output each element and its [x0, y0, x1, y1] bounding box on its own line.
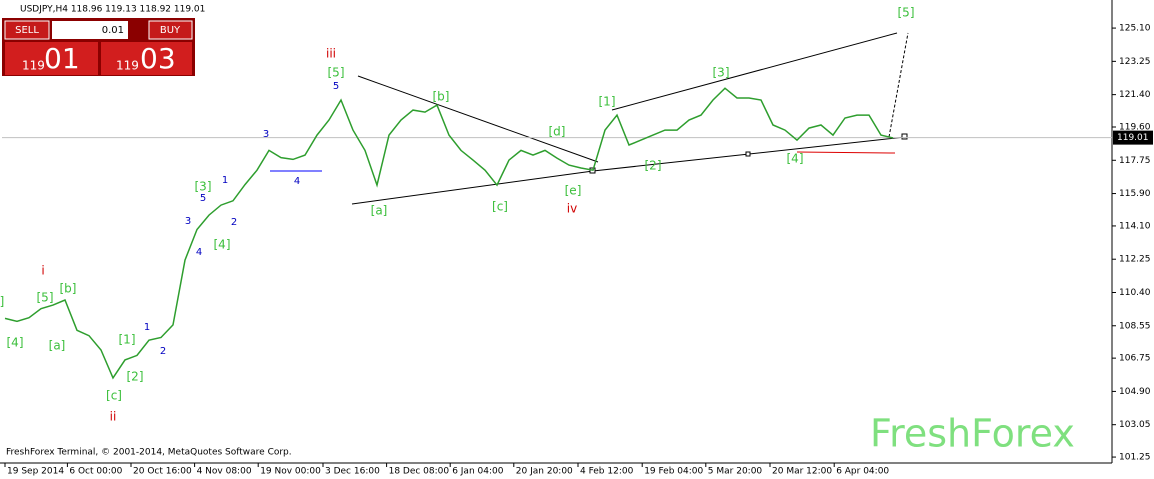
wave-label: [2]	[127, 370, 144, 384]
bid-box[interactable]	[5, 42, 98, 75]
y-tick-label: 114.10	[1119, 221, 1151, 231]
x-tick-label: 3 Dec 16:00	[325, 467, 380, 477]
y-tick-label: 106.75	[1119, 354, 1151, 364]
wave-label: [5]	[328, 66, 345, 80]
trend-lines	[270, 32, 909, 205]
x-tick-label: 6 Oct 00:00	[69, 467, 122, 477]
wave-label: 4	[196, 247, 202, 258]
header: USDJPY,H4 118.96 119.13 118.92 119.01	[20, 5, 205, 15]
y-tick-label: 125.10	[1119, 24, 1151, 34]
sell-label: SELL	[15, 25, 39, 36]
wave-label: [b]	[433, 90, 450, 104]
wave-label: ii	[110, 410, 117, 424]
y-tick-label: 121.40	[1119, 90, 1151, 100]
y-tick-label: 119.60	[1119, 123, 1151, 133]
bid-small: 01	[44, 42, 80, 75]
y-tick-label: 123.25	[1119, 57, 1151, 67]
x-tick-label: 6 Jan 04:00	[452, 467, 504, 477]
wave-label: 3	[263, 129, 269, 140]
wave-label: [a]	[371, 204, 388, 218]
lot-field[interactable]	[52, 21, 128, 39]
footer: FreshForex Terminal, © 2001-2014, MetaQu…	[6, 448, 292, 458]
wave-label: [1]	[119, 333, 136, 347]
price-line	[4, 87, 894, 380]
wave-label: [5]	[898, 6, 915, 20]
trend-line	[351, 170, 594, 205]
x-tick-label: 19 Feb 04:00	[644, 467, 703, 477]
wave-label: [2]	[645, 159, 662, 173]
wave-label: 1	[144, 322, 150, 333]
x-tick-label: 6 Apr 04:00	[836, 467, 889, 477]
x-tick-label: 19 Nov 00:00	[260, 467, 321, 477]
bid-big: 119	[22, 59, 45, 73]
y-tick-label: 110.40	[1119, 288, 1151, 298]
wave-label: iv	[567, 202, 577, 216]
wave-label: 5	[200, 193, 206, 204]
watermark: FreshForex	[870, 412, 1075, 456]
x-tick-label: 4 Nov 08:00	[197, 467, 252, 477]
x-tick-label: 4 Feb 12:00	[580, 467, 634, 477]
x-tick-label: 20 Jan 20:00	[516, 467, 573, 477]
wave-label: 2	[231, 217, 237, 228]
wave-label: [c]	[106, 389, 122, 403]
ask-small: 03	[140, 42, 176, 75]
y-tick-label: 104.90	[1119, 387, 1151, 397]
wave-label: [3]	[713, 66, 730, 80]
wave-label: [e]	[565, 184, 582, 198]
x-tick-label: 19 Sep 2014	[7, 467, 64, 477]
trend-line	[357, 75, 599, 163]
trend-line	[611, 32, 898, 111]
wave-label: [4]	[7, 336, 24, 350]
wave-label: 5	[333, 81, 339, 92]
projection-line	[888, 32, 909, 138]
x-tick-label: 20 Mar 12:00	[772, 467, 832, 477]
level-line	[796, 151, 896, 154]
wave-label: [4]	[787, 152, 804, 166]
wave-label: [3]	[195, 180, 212, 194]
trade-panel: SELL 0.01 BUY 119 01 119 03	[2, 18, 195, 76]
wave-label: [b]	[60, 282, 77, 296]
x-tick-label: 5 Mar 20:00	[708, 467, 763, 477]
buy-button[interactable]	[148, 20, 193, 40]
wave-label: [c]	[492, 200, 508, 214]
y-tick-label: 112.25	[1119, 255, 1151, 265]
current-price-label: 119.01	[1117, 133, 1149, 143]
wave-label: [4]	[214, 238, 231, 252]
y-tick-label: 117.75	[1119, 156, 1151, 166]
wave-label: ]	[0, 295, 4, 309]
wave-label: i	[41, 264, 44, 278]
current-price-box	[1113, 130, 1153, 145]
wave-label: 3	[185, 216, 191, 227]
y-tick-label: 103.05	[1119, 420, 1151, 430]
wave-label: [d]	[549, 125, 566, 139]
sell-button[interactable]	[4, 20, 50, 40]
ask-box[interactable]	[101, 42, 192, 75]
buy-label: BUY	[160, 25, 181, 36]
y-tick-label: 101.25	[1119, 453, 1151, 463]
anchor	[901, 133, 908, 140]
wave-label: [5]	[37, 291, 54, 305]
wave-label: 1	[222, 175, 228, 186]
x-tick-label: 20 Oct 16:00	[133, 467, 192, 477]
wave-label: iii	[326, 47, 336, 61]
wave-label: [a]	[49, 339, 66, 353]
lot-value: 0.01	[102, 25, 124, 36]
wave-label: [1]	[599, 95, 616, 109]
wave-label: 4	[294, 176, 300, 187]
y-tick-label: 108.55	[1119, 321, 1151, 331]
ask-big: 119	[116, 59, 139, 73]
x-tick-label: 18 Dec 08:00	[389, 467, 450, 477]
y-tick-label: 115.90	[1119, 189, 1151, 199]
wave-label: 2	[160, 346, 166, 357]
anchor	[745, 151, 751, 157]
